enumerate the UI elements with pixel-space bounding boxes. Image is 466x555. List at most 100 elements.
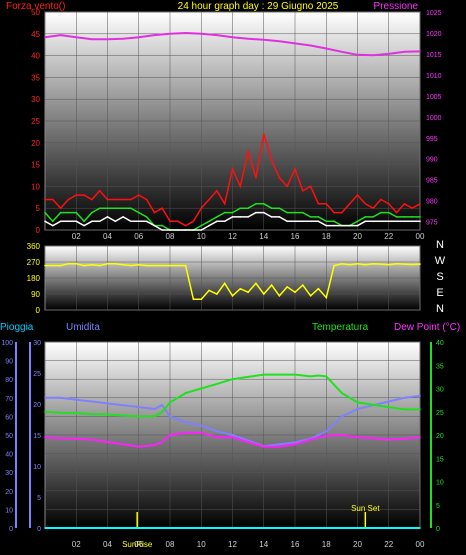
- y2-tick-label: 1005: [426, 94, 442, 101]
- x-tick-label: 04: [103, 232, 112, 241]
- data-point-direction: [294, 291, 296, 294]
- data-point-dew-point: [263, 445, 265, 448]
- wind-axis-label: Forza vento(): [6, 1, 65, 12]
- data-point-wind-gust: [372, 207, 374, 209]
- data-point-wind-gust: [75, 194, 78, 196]
- data-point-wind-speed: [75, 211, 78, 214]
- rain-tick-label: 30: [33, 340, 41, 347]
- data-point-wind-speed: [59, 211, 62, 214]
- data-point-wind-gust: [395, 211, 398, 214]
- humidity-tick-label: 10: [5, 507, 13, 514]
- data-point-wind-gust: [98, 190, 101, 192]
- data-point-dew-point: [341, 434, 343, 436]
- data-point-wind-avg: [67, 220, 70, 223]
- data-point-wind-avg: [114, 220, 117, 223]
- data-point-direction: [52, 264, 54, 267]
- data-point-pressure: [44, 36, 46, 38]
- data-point-wind-gust: [192, 220, 195, 223]
- annotation-label: Sun Set: [351, 504, 380, 513]
- data-point-wind-gust: [200, 207, 203, 209]
- temperature-tick-label: 35: [436, 363, 444, 370]
- data-point-direction: [317, 287, 320, 290]
- data-point-temperature: [309, 375, 312, 378]
- data-point-pressure: [294, 42, 296, 45]
- data-point-dew-point: [184, 431, 187, 434]
- data-point-direction: [177, 264, 179, 267]
- data-point-wind-speed: [114, 207, 117, 209]
- data-point-temperature: [294, 373, 296, 376]
- data-point-wind-avg: [325, 224, 328, 227]
- data-point-humidity: [161, 404, 163, 407]
- data-point-wind-gust: [419, 203, 421, 205]
- data-point-pressure: [59, 34, 62, 36]
- y2-tick-label: 1020: [426, 31, 442, 38]
- data-point-direction: [208, 289, 210, 292]
- data-point-wind-avg: [52, 224, 54, 227]
- y-tick-label: 45: [31, 30, 40, 39]
- data-point-pressure: [372, 54, 374, 56]
- data-point-wind-gust: [270, 159, 273, 161]
- y-tick-label: 0: [36, 306, 41, 315]
- data-point-wind-avg: [263, 211, 265, 214]
- data-point-wind-avg: [59, 220, 62, 223]
- y-tick-label: 25: [31, 117, 40, 126]
- y-tick-label: 90: [31, 290, 40, 299]
- x-tick-label: 06: [134, 540, 143, 549]
- data-point-rain: [44, 527, 46, 529]
- data-point-wind-gust: [216, 190, 218, 192]
- data-point-wind-gust: [317, 203, 320, 205]
- data-point-direction: [216, 293, 218, 295]
- pressure-axis-label: Pressione: [374, 1, 419, 12]
- data-point-pressure: [169, 33, 171, 35]
- data-point-wind-gust: [161, 207, 163, 209]
- data-point-direction: [138, 263, 140, 266]
- data-point-direction: [341, 263, 343, 265]
- data-point-temperature: [372, 404, 374, 406]
- data-point-humidity: [169, 415, 171, 418]
- data-point-wind-gust: [177, 220, 179, 223]
- data-point-dew-point: [231, 436, 234, 439]
- data-point-wind-gust: [106, 198, 109, 201]
- data-point-wind-gust: [184, 224, 187, 227]
- data-point-temperature: [341, 392, 343, 394]
- data-point-dew-point: [403, 437, 406, 440]
- temperature-label: Temperatura: [312, 322, 369, 333]
- annotation-label: SunRise: [122, 540, 153, 549]
- y2-tick-label: 975: [426, 220, 438, 227]
- data-point-direction: [388, 263, 390, 266]
- temperature-tick-label: 15: [436, 456, 444, 463]
- data-point-direction: [348, 263, 351, 266]
- data-point-temperature: [216, 383, 218, 385]
- data-point-wind-avg: [83, 224, 85, 227]
- data-point-wind-speed: [388, 211, 390, 214]
- data-point-wind-avg: [255, 211, 257, 214]
- data-point-humidity: [138, 406, 140, 408]
- x-tick-label: 02: [72, 232, 81, 241]
- data-point-direction: [67, 263, 70, 265]
- data-point-pressure: [403, 51, 406, 53]
- data-point-direction: [302, 284, 304, 286]
- data-point-wind-speed: [98, 207, 101, 209]
- compass-label: N: [436, 239, 444, 251]
- data-point-direction: [356, 263, 359, 265]
- y-tick-label: 10: [31, 182, 40, 191]
- y-tick-label: 50: [31, 8, 40, 17]
- data-point-dew-point: [75, 437, 78, 440]
- x-tick-label: 10: [197, 232, 206, 241]
- x-tick-label: 22: [384, 232, 393, 241]
- data-point-dew-point: [59, 437, 62, 440]
- data-point-wind-avg: [317, 220, 320, 223]
- y2-tick-label: 985: [426, 178, 438, 185]
- data-point-temperature: [161, 411, 163, 413]
- data-point-dew-point: [317, 436, 320, 439]
- data-point-wind-avg: [286, 220, 289, 223]
- data-point-wind-speed: [130, 207, 132, 209]
- data-point-temperature: [419, 408, 421, 411]
- compass-label: S: [436, 271, 443, 283]
- data-point-direction: [91, 263, 93, 266]
- data-point-pressure: [200, 33, 203, 35]
- data-point-wind-avg: [348, 224, 351, 227]
- x-tick-label: 08: [166, 232, 175, 241]
- y-tick-label: 5: [36, 204, 41, 213]
